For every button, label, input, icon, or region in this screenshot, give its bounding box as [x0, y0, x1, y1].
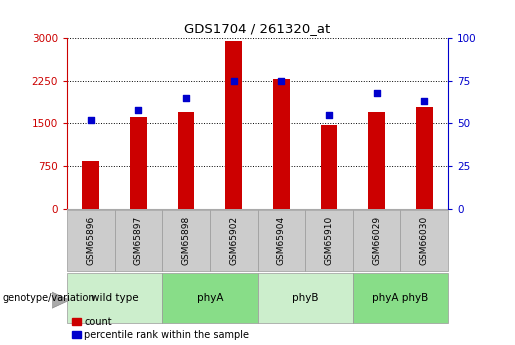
Point: [230, 78, 238, 83]
Bar: [321, 125, 337, 209]
Bar: [82, 161, 99, 209]
Point: [372, 90, 381, 95]
Bar: [273, 79, 289, 209]
Bar: [162, 210, 210, 271]
Polygon shape: [52, 292, 70, 308]
Text: wild type: wild type: [91, 293, 139, 303]
Text: GSM66029: GSM66029: [372, 216, 381, 265]
Text: GSM65904: GSM65904: [277, 216, 286, 265]
Text: GSM65897: GSM65897: [134, 216, 143, 265]
Text: GSM65896: GSM65896: [87, 216, 95, 265]
Bar: [353, 273, 448, 323]
Text: GSM66030: GSM66030: [420, 216, 428, 265]
Bar: [368, 112, 385, 209]
Text: GSM65910: GSM65910: [324, 216, 333, 265]
Title: GDS1704 / 261320_at: GDS1704 / 261320_at: [184, 22, 331, 36]
Bar: [162, 273, 258, 323]
Bar: [226, 41, 242, 209]
Text: GSM65898: GSM65898: [182, 216, 191, 265]
Bar: [67, 273, 162, 323]
Text: phyA: phyA: [197, 293, 223, 303]
Point: [134, 107, 143, 112]
Point: [182, 95, 190, 100]
Legend: count, percentile rank within the sample: count, percentile rank within the sample: [72, 317, 249, 340]
Point: [420, 98, 428, 104]
Bar: [401, 210, 448, 271]
Bar: [67, 210, 115, 271]
Point: [87, 117, 95, 123]
Text: phyB: phyB: [292, 293, 318, 303]
Bar: [353, 210, 401, 271]
Bar: [130, 117, 147, 209]
Text: GSM65902: GSM65902: [229, 216, 238, 265]
Bar: [210, 210, 258, 271]
Point: [325, 112, 333, 118]
Text: genotype/variation: genotype/variation: [3, 294, 95, 303]
Point: [277, 78, 285, 83]
Bar: [178, 112, 194, 209]
Bar: [416, 107, 433, 209]
Bar: [258, 273, 353, 323]
Bar: [114, 210, 162, 271]
Text: phyA phyB: phyA phyB: [372, 293, 428, 303]
Bar: [258, 210, 305, 271]
Bar: [305, 210, 353, 271]
